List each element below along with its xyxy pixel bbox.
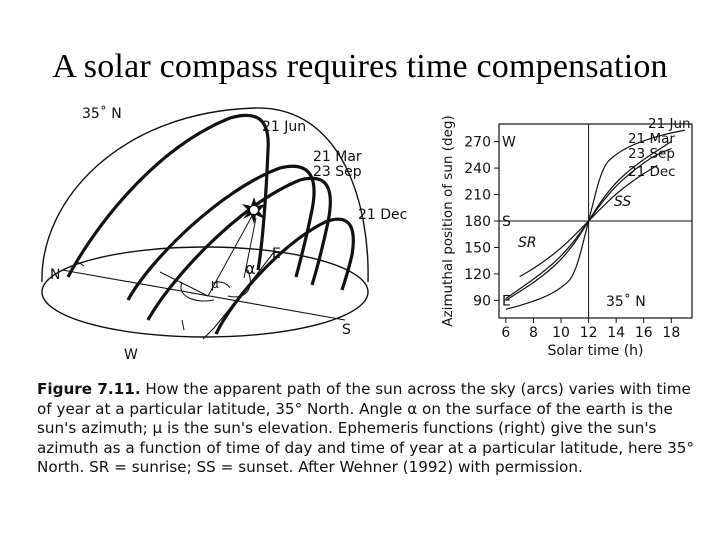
south-tick xyxy=(181,319,185,331)
chart-series xyxy=(505,129,686,310)
elevation-symbol: μ xyxy=(211,277,219,291)
caption-text: How the apparent path of the sun across … xyxy=(37,380,694,476)
y-axis-label: Azimuthal position of sun (deg) xyxy=(440,115,456,326)
series-label-0: 21 Jun xyxy=(648,116,691,132)
dome-outline xyxy=(41,107,369,283)
east-west-axis xyxy=(202,251,275,340)
sun-star-icon xyxy=(242,197,266,224)
y-tick-label-240: 240 xyxy=(464,161,491,177)
path-label-sep: 23 Sep xyxy=(313,164,362,180)
latitude-label: 35˚ N xyxy=(82,105,122,122)
slide-title: A solar compass requires time compensati… xyxy=(52,48,668,85)
series-label-3: 21 Dec xyxy=(628,164,676,180)
ephemeris-chart: 90 120 150 180 210 240 270 6 8 10 12 14 16 18 Solar ti… xyxy=(440,115,693,359)
path-label-mar: 21 Mar xyxy=(313,149,362,165)
y-tick-label-120: 120 xyxy=(464,267,491,283)
path-label-jun: 21 Jun xyxy=(262,119,306,135)
cardinal-north: N xyxy=(50,267,60,283)
direction-label-E: E xyxy=(502,293,511,309)
chart-text: 90 120 150 180 210 240 270 6 8 10 12 14 16 18 Solar ti… xyxy=(440,115,691,359)
azimuth-leader xyxy=(159,271,209,297)
cardinal-south: S xyxy=(342,322,351,338)
series-label-1: 21 Mar xyxy=(628,131,675,147)
series-line-0 xyxy=(505,129,686,310)
sun-projection-line xyxy=(243,217,257,279)
cardinal-east: E xyxy=(272,246,281,262)
x-tick-label-8: 8 xyxy=(529,325,538,341)
azimuth-symbol: α xyxy=(245,259,256,278)
sun-path-mar-sep-a xyxy=(126,164,316,301)
alpha-arc xyxy=(227,269,251,298)
region-label-sr: SR xyxy=(518,235,537,251)
path-label-dec: 21 Dec xyxy=(358,207,407,223)
mu-arc xyxy=(211,281,231,289)
x-tick-label-12: 12 xyxy=(580,325,598,341)
sun-path-mar-sep-b xyxy=(146,176,332,321)
region-label-ss: SS xyxy=(614,194,631,210)
x-tick-label-16: 16 xyxy=(635,325,653,341)
series-label-2: 23 Sep xyxy=(628,146,675,162)
chart-corner-label: 35˚ N xyxy=(606,293,646,310)
x-tick-label-6: 6 xyxy=(501,325,510,341)
y-tick-label-210: 210 xyxy=(464,188,491,204)
sun-path-dec xyxy=(214,217,355,335)
x-axis-label: Solar time (h) xyxy=(547,343,643,359)
series-line-3 xyxy=(519,164,658,278)
y-tick-label-150: 150 xyxy=(464,240,491,256)
caption-figure-label: Figure 7.11. xyxy=(37,380,141,398)
cardinal-west: W xyxy=(124,347,138,363)
x-tick-label-10: 10 xyxy=(552,325,570,341)
figure-caption: Figure 7.11. How the apparent path of th… xyxy=(37,380,697,478)
y-tick-label-180: 180 xyxy=(464,214,491,230)
chart-ticks xyxy=(494,141,672,323)
x-tick-label-14: 14 xyxy=(607,325,625,341)
sun-path-jun xyxy=(66,113,270,278)
azimuth-arc xyxy=(180,282,215,302)
direction-label-S: S xyxy=(502,214,511,230)
direction-label-W: W xyxy=(502,135,516,151)
y-tick-label-270: 270 xyxy=(464,135,491,151)
north-south-axis xyxy=(61,269,346,321)
x-tick-label-18: 18 xyxy=(662,325,680,341)
y-tick-label-90: 90 xyxy=(473,293,491,309)
north-tick xyxy=(77,261,85,267)
hemisphere-diagram xyxy=(41,107,369,340)
